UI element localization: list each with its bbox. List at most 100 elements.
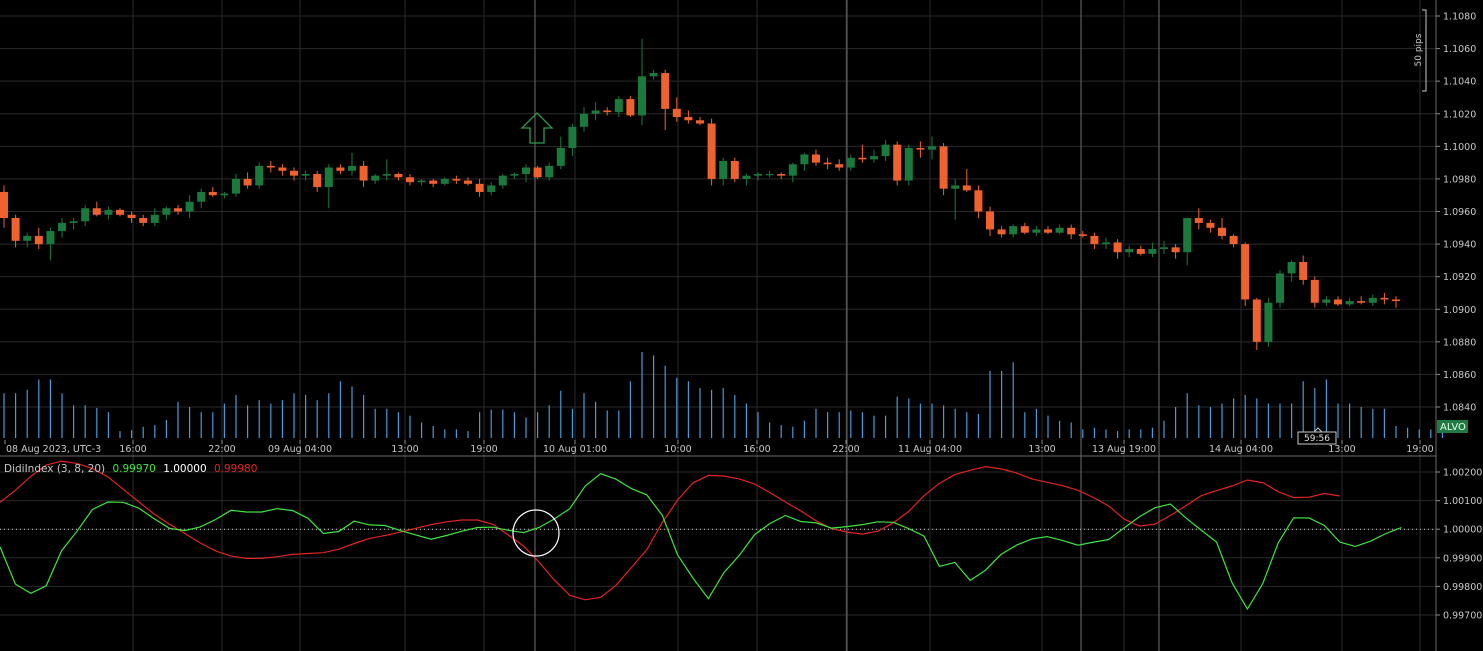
candle[interactable] <box>626 95 635 118</box>
candle[interactable] <box>1322 296 1331 306</box>
candle[interactable] <box>916 141 925 158</box>
candle[interactable] <box>649 69 658 80</box>
candle[interactable] <box>336 164 345 175</box>
candle[interactable] <box>812 149 820 166</box>
candle[interactable] <box>672 97 681 122</box>
candle[interactable] <box>1310 276 1319 308</box>
candle[interactable] <box>487 182 496 196</box>
candle[interactable] <box>696 117 704 126</box>
candle[interactable] <box>266 160 275 173</box>
candle[interactable] <box>394 172 403 181</box>
candle[interactable] <box>893 141 902 186</box>
candle[interactable] <box>34 227 43 249</box>
candle[interactable] <box>522 164 530 183</box>
candle[interactable] <box>545 162 554 181</box>
candle[interactable] <box>1067 224 1076 240</box>
time-axis[interactable]: 08 Aug 2023, UTC-3 16:00 22:00 09 Aug 04:00… <box>4 440 1434 455</box>
candle[interactable] <box>1102 237 1110 249</box>
candle[interactable] <box>1218 218 1226 240</box>
candle[interactable] <box>406 174 414 186</box>
candle[interactable] <box>150 208 159 227</box>
candle[interactable] <box>371 174 380 184</box>
candle[interactable] <box>255 162 264 189</box>
indicator-slow-line[interactable] <box>0 460 1340 601</box>
candle[interactable] <box>1206 219 1215 233</box>
candle[interactable] <box>104 206 113 220</box>
candle[interactable] <box>69 218 78 230</box>
candle[interactable] <box>1160 240 1168 254</box>
candle[interactable] <box>1148 242 1157 258</box>
indicator-fast-line[interactable] <box>0 473 1402 611</box>
candle[interactable] <box>661 69 670 131</box>
candle[interactable] <box>1252 297 1261 350</box>
candle[interactable] <box>603 107 612 116</box>
candle[interactable] <box>1020 222 1029 235</box>
candle[interactable] <box>510 172 519 179</box>
candle[interactable] <box>208 187 217 197</box>
candle[interactable] <box>974 185 983 219</box>
candle[interactable] <box>232 174 240 197</box>
candle[interactable] <box>127 211 136 223</box>
candle[interactable] <box>1241 242 1250 306</box>
candle[interactable] <box>1136 245 1145 256</box>
candle[interactable] <box>1229 234 1238 248</box>
candle[interactable] <box>23 232 32 248</box>
candle[interactable] <box>986 206 994 236</box>
candle[interactable] <box>243 172 252 189</box>
candle[interactable] <box>533 165 542 179</box>
candle[interactable] <box>939 143 948 196</box>
candle[interactable] <box>754 172 762 181</box>
candle[interactable] <box>1113 239 1122 259</box>
candle[interactable] <box>777 172 786 179</box>
candle[interactable] <box>1090 232 1099 249</box>
candle[interactable] <box>707 118 716 186</box>
candle[interactable] <box>928 136 936 160</box>
candle[interactable] <box>846 154 855 171</box>
candle[interactable] <box>1183 218 1192 266</box>
price-axis[interactable]: 1.1080 1.1060 1.1040 1.1020 1.1000 1.0980 1.09… <box>1436 12 1476 414</box>
candle[interactable] <box>11 214 20 248</box>
candle[interactable] <box>46 227 55 261</box>
candle[interactable] <box>475 178 484 197</box>
candle[interactable] <box>719 157 728 186</box>
candle[interactable] <box>1009 224 1018 238</box>
candle[interactable] <box>81 204 90 227</box>
candle[interactable] <box>174 204 182 215</box>
candle[interactable] <box>116 208 124 217</box>
candle[interactable] <box>301 170 310 181</box>
candle[interactable] <box>429 178 438 188</box>
candle[interactable] <box>556 136 565 170</box>
candle[interactable] <box>835 159 844 171</box>
candle[interactable] <box>997 226 1006 238</box>
candle[interactable] <box>614 95 623 118</box>
candle[interactable] <box>1299 255 1308 285</box>
candle[interactable] <box>881 139 890 161</box>
up-arrow-icon[interactable] <box>520 112 554 144</box>
candle[interactable] <box>220 191 229 199</box>
candle[interactable] <box>1334 296 1342 306</box>
candle[interactable] <box>1357 296 1366 305</box>
candle[interactable] <box>498 174 507 189</box>
candle[interactable] <box>1171 244 1180 259</box>
candle[interactable] <box>197 188 206 209</box>
candle[interactable] <box>1194 208 1203 230</box>
candle[interactable] <box>858 144 867 163</box>
candle[interactable] <box>313 170 322 192</box>
candle[interactable] <box>278 164 287 176</box>
candle[interactable] <box>58 218 66 238</box>
candle[interactable] <box>904 144 913 186</box>
candlestick-series[interactable] <box>0 38 1400 350</box>
candle[interactable] <box>742 174 751 186</box>
candle[interactable] <box>800 152 809 171</box>
candle[interactable] <box>765 170 774 178</box>
candle[interactable] <box>440 177 449 186</box>
candle[interactable] <box>417 178 426 186</box>
candle[interactable] <box>962 169 971 192</box>
candle[interactable] <box>951 178 960 220</box>
candle[interactable] <box>638 38 646 126</box>
candle[interactable] <box>464 177 472 186</box>
indicator-axis[interactable]: 1.00200 1.00100 1.00000 0.99900 0.99800 0.997… <box>1436 468 1482 622</box>
candle[interactable] <box>1044 226 1052 235</box>
candle[interactable] <box>382 159 391 181</box>
